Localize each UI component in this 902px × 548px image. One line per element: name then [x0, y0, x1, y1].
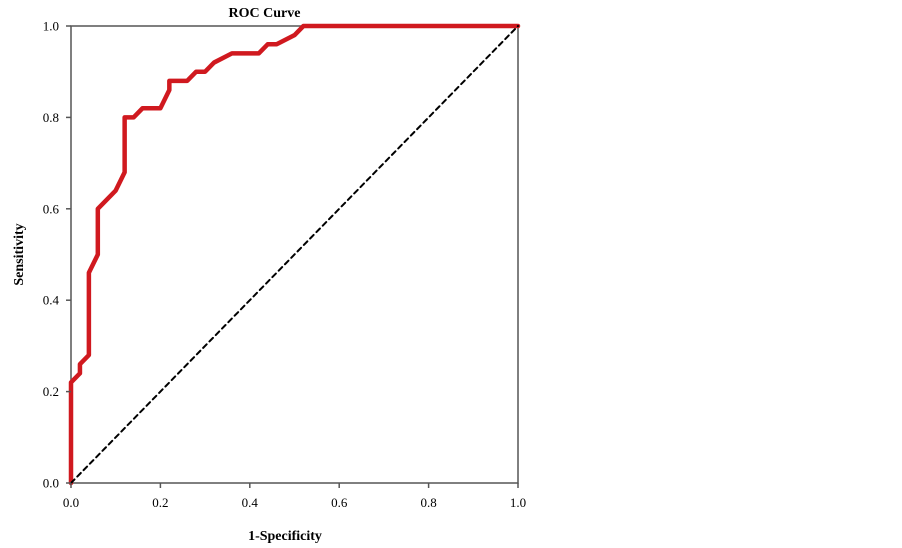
- y-tick-label: 0.2: [43, 384, 59, 399]
- y-tick-label: 1.0: [43, 19, 59, 34]
- y-tick-label: 0.4: [43, 293, 60, 308]
- plot-frame: [70, 25, 519, 484]
- x-tick-label: 0.6: [331, 495, 348, 510]
- reference-diagonal-line: [70, 25, 519, 484]
- y-tick-label: 0.8: [43, 110, 59, 125]
- y-axis-label: Sensitivity: [12, 223, 27, 285]
- x-axis-label: 1-Specificity: [248, 529, 322, 544]
- x-tick-label: 1.0: [510, 495, 526, 510]
- x-tick-label: 0.2: [152, 495, 168, 510]
- x-tick-label: 0.0: [63, 495, 79, 510]
- y-tick-label: 0.6: [43, 201, 60, 216]
- chart-title: ROC Curve: [229, 6, 301, 21]
- roc-curve-line: [68, 23, 521, 486]
- plot-area: [68, 23, 521, 486]
- y-tick-label: 0.0: [43, 476, 59, 491]
- x-tick-label: 0.4: [242, 495, 259, 510]
- x-tick-label: 0.8: [420, 495, 436, 510]
- y-axis-ticks: 0.0 0.2 0.4 0.6 0.8 1.0: [43, 19, 71, 491]
- x-axis-ticks: 0.0 0.2 0.4 0.6 0.8 1.0: [63, 483, 526, 510]
